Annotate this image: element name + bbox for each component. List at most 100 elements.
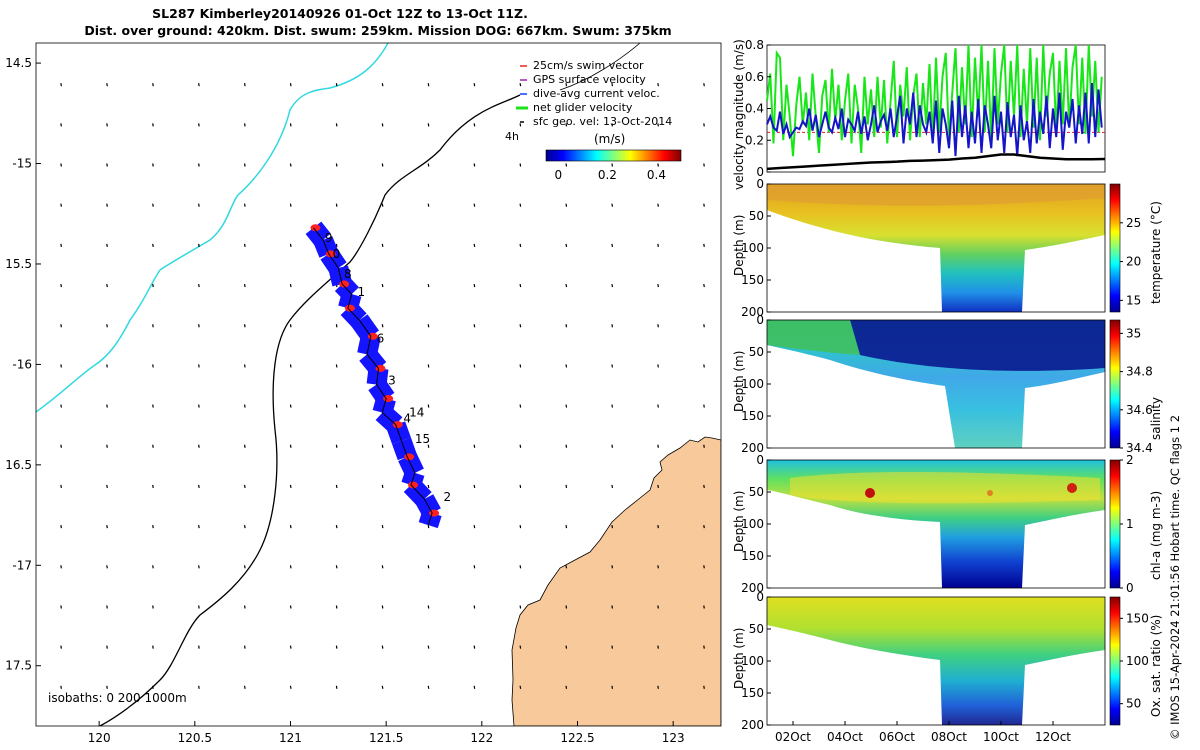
velocity-arrow xyxy=(519,484,522,489)
velocity-arrow xyxy=(335,123,338,127)
velocity-arrow xyxy=(60,203,62,207)
velocity-arrow xyxy=(381,83,384,87)
velocity-arrow xyxy=(427,605,430,609)
swim-vector-marker xyxy=(408,481,419,489)
velocity-arrow xyxy=(519,163,522,167)
footer-note: © IMOS 15-Apr-2024 21:01:56 Hobart time.… xyxy=(1168,414,1182,740)
velocity-arrow xyxy=(703,324,705,328)
depth-tick-label: 50 xyxy=(749,209,764,223)
map-ytick-label: -17 xyxy=(12,558,32,572)
velocity-arrow xyxy=(703,123,705,127)
velocity-arrow xyxy=(289,243,292,247)
velocity-arrow xyxy=(106,364,108,368)
velocity-arrow xyxy=(565,565,568,569)
velocity-arrow xyxy=(427,324,430,328)
velocity-arrow xyxy=(198,444,200,448)
map-xtick-label: 121.5 xyxy=(369,731,403,745)
velocity-arrow xyxy=(152,324,154,328)
velocity-arrow xyxy=(198,364,200,368)
depth-ylabel: Depth (m) xyxy=(732,491,746,552)
velocity-arrow xyxy=(473,525,476,529)
velocity-arrow xyxy=(60,444,62,448)
isobath-1000m xyxy=(99,94,521,726)
velocity-arrow xyxy=(427,83,430,87)
velocity-arrow xyxy=(336,725,338,726)
velocity-arrow xyxy=(473,364,476,368)
velocity-arrow xyxy=(473,645,476,649)
chla-peak-marker xyxy=(1067,483,1077,493)
velocity-colorbar xyxy=(545,149,682,162)
velocity-arrow xyxy=(657,283,659,288)
velocity-arrow xyxy=(198,565,200,569)
velocity-arrow xyxy=(152,605,154,609)
velocity-arrow xyxy=(519,605,522,609)
velocity-arrow xyxy=(106,565,108,569)
velocity-arrow xyxy=(427,565,430,569)
chla-max-layer xyxy=(790,472,1100,504)
depth-ylabel: Depth (m) xyxy=(732,628,746,689)
depth-ylabel: Depth (m) xyxy=(732,215,746,276)
velocity-arrow xyxy=(703,283,705,288)
salinity-high-layer xyxy=(767,320,860,355)
velocity-arrow xyxy=(565,444,568,448)
velocity-arrow xyxy=(289,444,292,448)
velocity-arrow xyxy=(566,725,567,726)
velocity-arrow xyxy=(381,283,384,288)
velocity-arrow xyxy=(473,605,476,609)
swim-vector-marker xyxy=(404,453,415,461)
velocity-arrow xyxy=(611,123,614,127)
colorbar-tick-label: 34.6 xyxy=(1126,403,1153,417)
velocity-arrow xyxy=(565,83,568,87)
time-tick-label: 12Oct xyxy=(1035,730,1071,744)
legend-swim: 25cm/s swim vector xyxy=(533,59,644,72)
velocity-arrow xyxy=(198,525,200,529)
depth-tick-label: 150 xyxy=(741,549,764,563)
velocity-arrow xyxy=(611,685,614,689)
velocity-arrow xyxy=(152,163,154,167)
map-ytick-label: 15.5 xyxy=(5,257,32,271)
velocity-arrow xyxy=(60,283,62,288)
velocity-arrow xyxy=(427,243,430,247)
velocity-arrow xyxy=(335,565,338,569)
colorbar-tick-label: 20 xyxy=(1126,255,1141,269)
velocity-arrow xyxy=(427,283,430,288)
velocity-arrow xyxy=(106,605,108,609)
velocity-arrow xyxy=(703,645,705,649)
velocity-arrow xyxy=(565,525,568,529)
velocity-arrow xyxy=(657,83,659,87)
velocity-arrow xyxy=(289,685,292,689)
velocity-arrow xyxy=(427,163,430,167)
velocity-arrow xyxy=(427,364,430,368)
velocity-ytick-label: 0.6 xyxy=(745,70,764,84)
colorbar-tick-label: 25 xyxy=(1126,216,1141,230)
velocity-arrow xyxy=(243,364,246,368)
velocity-arrow xyxy=(243,404,246,408)
velocity-arrow xyxy=(427,525,430,529)
velocity-arrow xyxy=(611,203,614,207)
velocity-arrow xyxy=(243,645,246,649)
velocity-arrow xyxy=(703,685,705,689)
velocity-arrow xyxy=(60,123,62,127)
velocity-arrow xyxy=(289,525,292,529)
velocity-arrow xyxy=(519,283,522,288)
velocity-arrow xyxy=(381,605,384,609)
velocity-arrow xyxy=(60,725,62,726)
velocity-arrow xyxy=(152,685,154,689)
day-label: 2 xyxy=(444,490,452,504)
velocity-arrow xyxy=(565,324,568,328)
depth-tick-label: 150 xyxy=(741,686,764,700)
track-line xyxy=(313,227,433,526)
velocity-arrow xyxy=(198,484,200,489)
velocity-arrow xyxy=(657,203,659,207)
velocity-arrow xyxy=(519,565,522,569)
velocity-arrow xyxy=(519,83,522,87)
velocity-arrow xyxy=(60,324,62,328)
salinity-low-layer xyxy=(850,320,1105,371)
velocity-arrow xyxy=(381,525,384,529)
velocity-arrow xyxy=(243,324,246,328)
velocity-arrow xyxy=(198,123,200,127)
velocity-arrow xyxy=(198,243,200,247)
velocity-arrow xyxy=(519,203,522,207)
colorbar-tick-label: 50 xyxy=(1126,697,1141,711)
velocity-series-line xyxy=(766,153,1106,171)
